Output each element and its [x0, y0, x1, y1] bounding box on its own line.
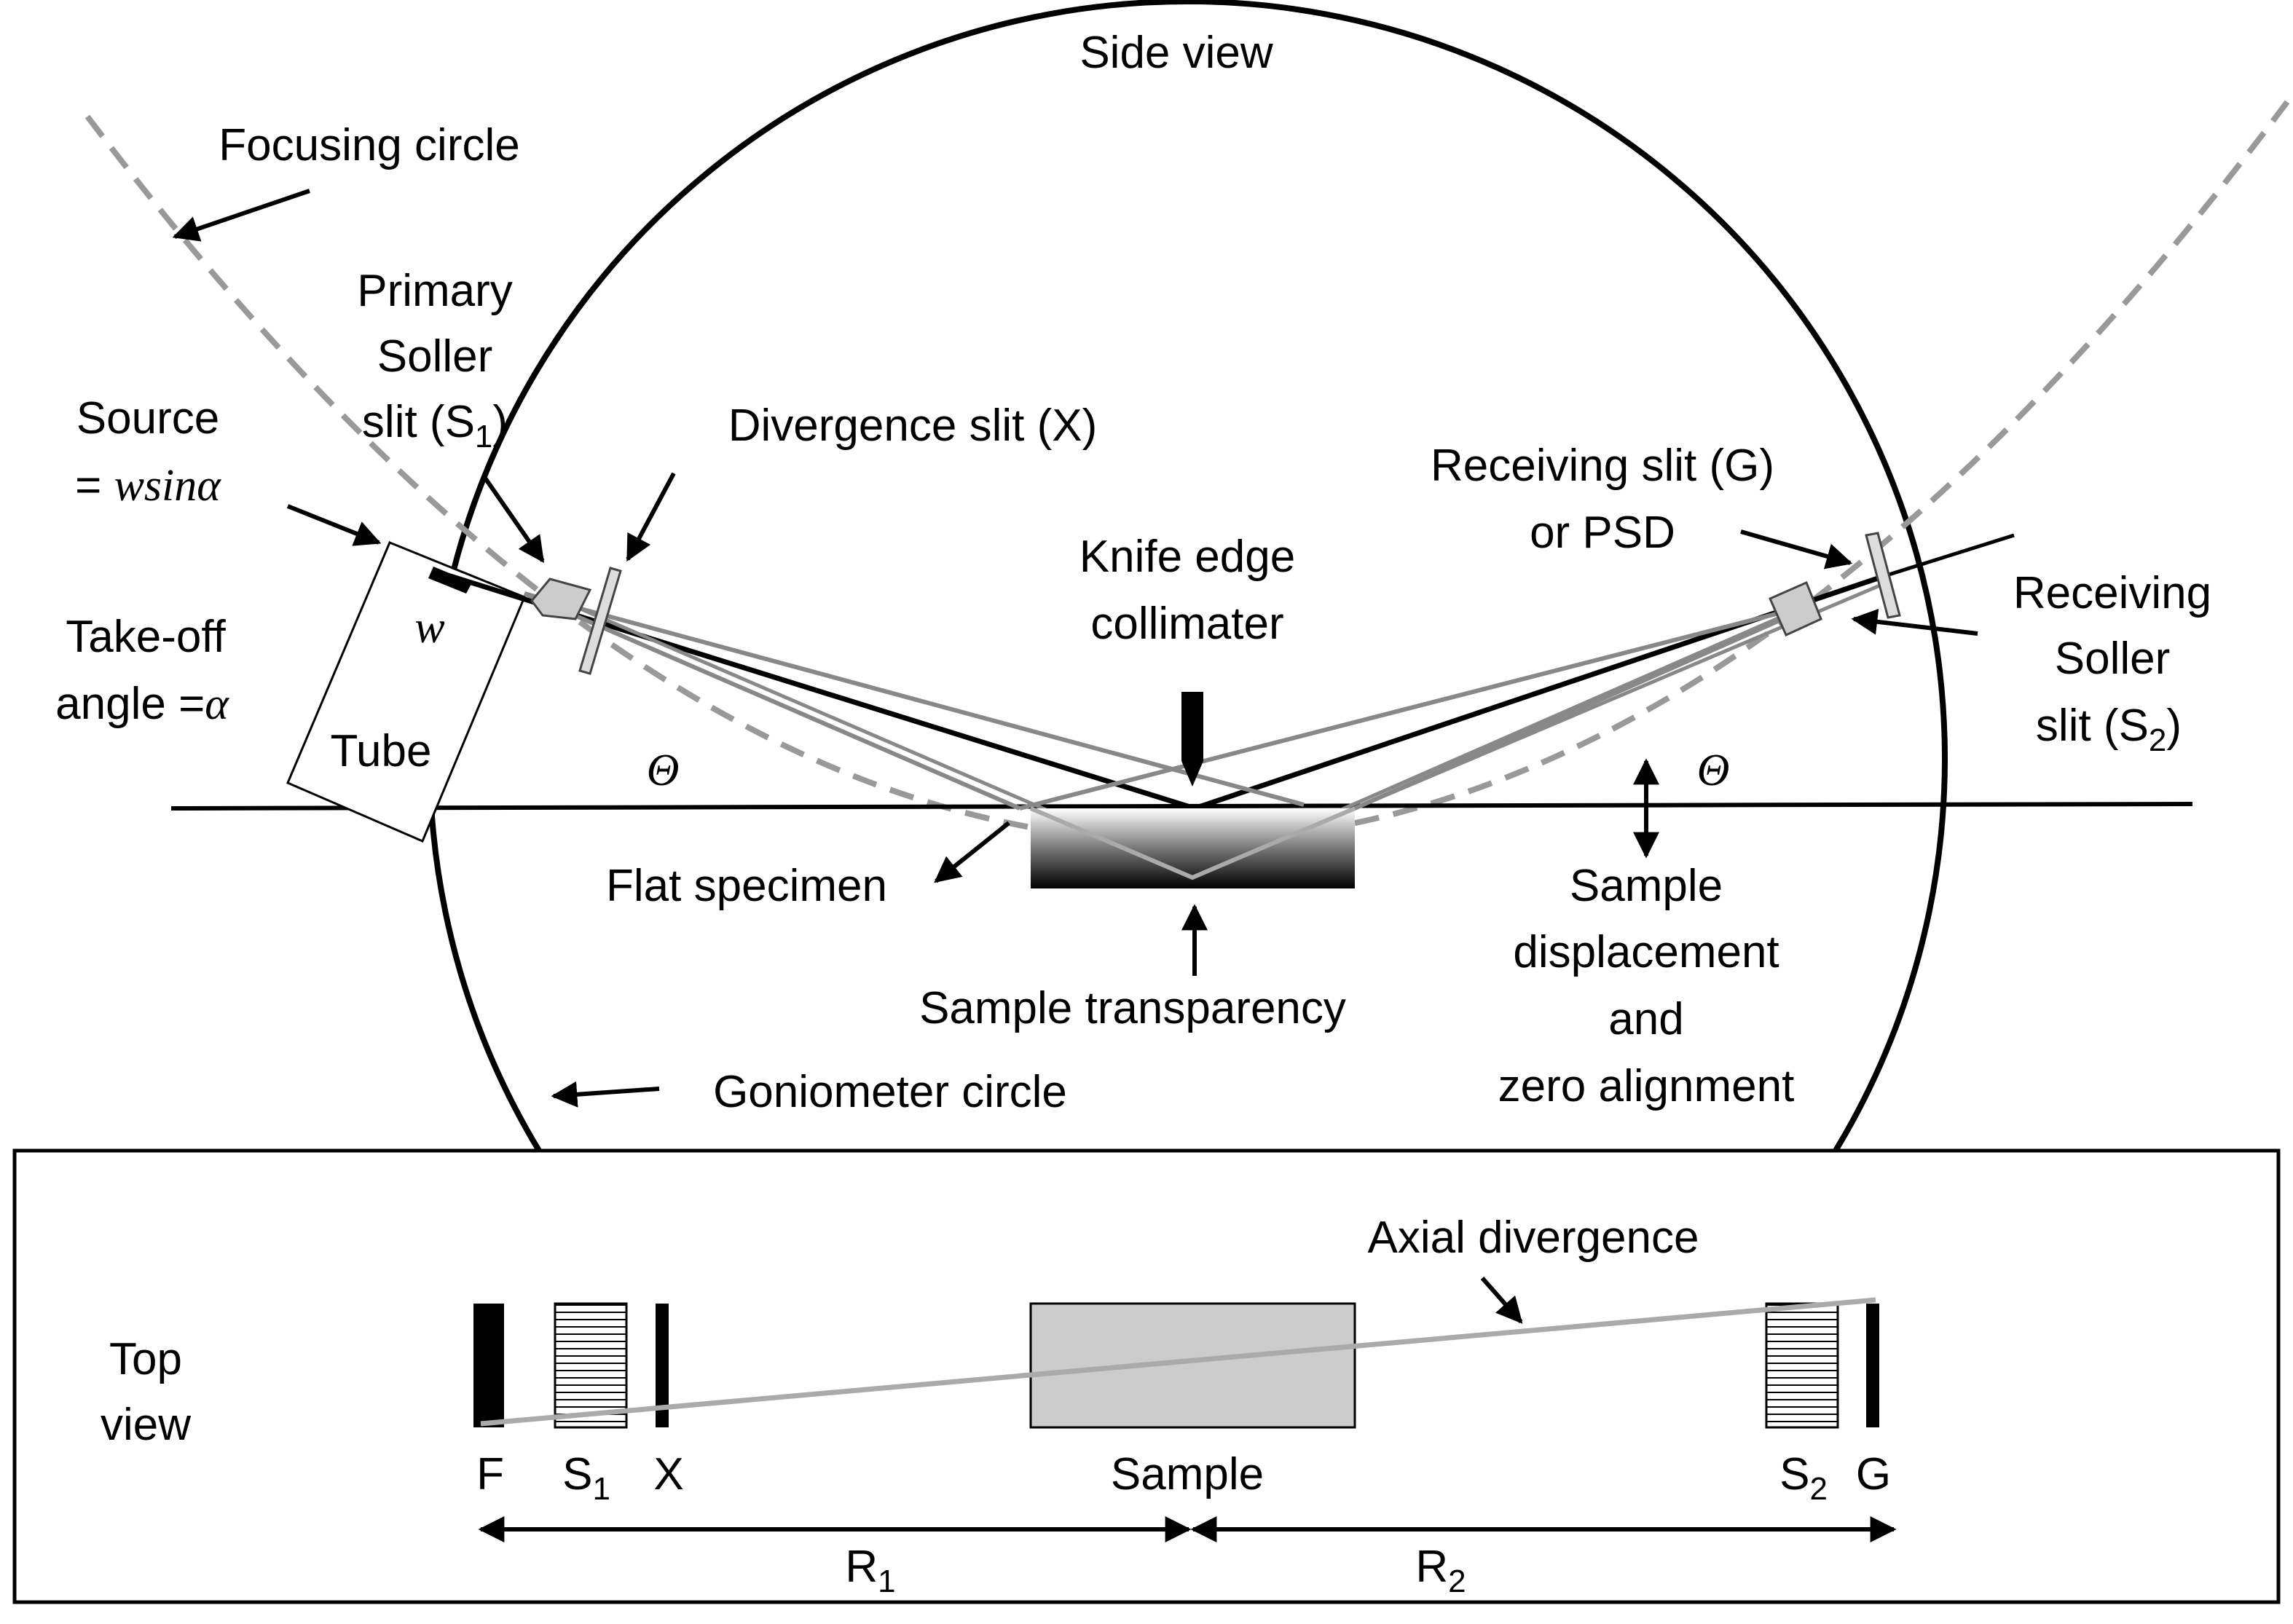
divergence-slit	[578, 567, 622, 675]
knife-edge-label-line1: Knife edge	[1079, 532, 1295, 582]
label-f: F	[476, 1449, 504, 1499]
receiving-soller-slit	[1769, 581, 1822, 636]
label-s2: S2	[1779, 1449, 1828, 1507]
r1-label: R1	[845, 1542, 895, 1599]
focusing-circle-label: Focusing circle	[219, 120, 519, 170]
primary-soller-label-line3: slit (S1)	[362, 397, 508, 454]
receiving-soller-label-line2: Soller	[2055, 634, 2171, 684]
primary-soller-label-line1: Primary	[357, 266, 513, 316]
sample-displacement-line4: zero alignment	[1498, 1061, 1795, 1111]
takeoff-label-line1: Take-off	[66, 612, 226, 662]
side-view-title: Side view	[1079, 28, 1273, 78]
sample-displacement-line2: displacement	[1513, 927, 1779, 977]
focus-f-block	[473, 1304, 504, 1427]
sample-displacement-line1: Sample	[1570, 861, 1723, 911]
r2-label: R2	[1415, 1542, 1466, 1599]
specimen-inner-path	[1029, 806, 1356, 880]
receiving-soller-label-line3: slit (S2)	[2036, 701, 2182, 758]
side-view-arrows	[172, 189, 1978, 1108]
beam-paths	[447, 533, 2015, 876]
soller-s1-block	[554, 1302, 628, 1429]
x-ray-tube	[286, 541, 526, 843]
axial-divergence-arrow	[1480, 1277, 1523, 1324]
primary-soller-label-line2: Soller	[377, 331, 493, 382]
w-label: w	[414, 603, 444, 653]
receiving-slit	[1865, 532, 1901, 619]
knife-edge-label-line2: collimater	[1090, 599, 1283, 649]
top-view-title-line1: Top	[109, 1334, 182, 1384]
divergence-slit-label: Divergence slit (X)	[728, 401, 1097, 451]
label-g: G	[1856, 1449, 1891, 1499]
label-x: X	[653, 1449, 683, 1499]
sample-displacement-line3: and	[1608, 994, 1683, 1044]
receiving-slit-label-line2: or PSD	[1530, 508, 1675, 558]
source-label-line1: Source	[76, 393, 219, 444]
focusing-circle	[84, 100, 2290, 844]
theta-right-label: Θ	[1697, 746, 1730, 795]
axial-divergence-ray	[480, 1297, 1876, 1427]
sample-transparency-label: Sample transparency	[919, 983, 1346, 1033]
tube-label: Tube	[330, 726, 431, 776]
label-s1: S1	[562, 1449, 610, 1507]
flat-specimen-label: Flat specimen	[606, 861, 887, 911]
primary-soller-slit	[530, 578, 592, 620]
axial-divergence-label: Axial divergence	[1368, 1213, 1699, 1263]
slit-x-block	[656, 1304, 669, 1427]
takeoff-label-line2: angle =α	[55, 679, 229, 729]
source-label-line2: = wsinα	[75, 460, 221, 511]
soller-s2-block	[1765, 1302, 1839, 1429]
goniometer-circle-label: Goniometer circle	[713, 1067, 1067, 1117]
knife-edge-collimator	[1181, 692, 1203, 787]
slit-g-block	[1866, 1304, 1879, 1427]
receiving-slit-label-line1: Receiving slit (G)	[1431, 441, 1774, 491]
receiving-soller-label-line1: Receiving	[2013, 568, 2211, 618]
top-view-title-line2: view	[101, 1400, 191, 1450]
sample-top-block	[1029, 1302, 1356, 1429]
theta-left-label: Θ	[647, 746, 680, 795]
label-sample: Sample	[1111, 1449, 1264, 1499]
